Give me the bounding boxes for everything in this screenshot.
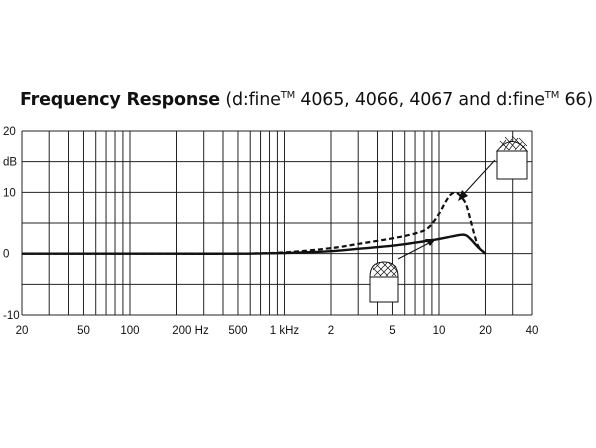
omni-capsule-icon xyxy=(369,239,436,303)
chart-title: Frequency Response (d:fineTM 4065, 4066,… xyxy=(20,90,593,110)
x-tick-label: 200 Hz xyxy=(172,325,209,337)
x-tick-label: 2 xyxy=(328,325,334,337)
grid xyxy=(21,130,533,316)
title-trademark-1: TM xyxy=(280,90,296,102)
y-tick-label: dB xyxy=(3,157,17,169)
x-tick-label: 5 xyxy=(389,325,395,337)
solid-response-curve xyxy=(22,233,487,255)
y-tick-label: 20 xyxy=(3,126,16,138)
title-part-1: (d:fine xyxy=(225,90,281,110)
x-tick-label: 20 xyxy=(16,325,29,337)
x-tick-label: 50 xyxy=(77,325,90,337)
x-tick-label: 20 xyxy=(479,325,492,337)
y-tick-label: -10 xyxy=(3,310,20,322)
x-tick-label: 40 xyxy=(526,325,539,337)
x-tick-label: 500 xyxy=(228,325,247,337)
curves xyxy=(22,191,487,255)
title-bold: Frequency Response xyxy=(20,90,220,110)
title-part-2: 4065, 4066, 4067 and d:fine xyxy=(295,90,545,110)
title-trademark-2: TM xyxy=(544,90,560,102)
dashed-response-curve xyxy=(22,191,487,255)
x-tick-label: 10 xyxy=(433,325,446,337)
x-tick-label: 1 kHz xyxy=(270,325,300,337)
y-tick-label: 0 xyxy=(3,249,9,261)
y-tick-label: 10 xyxy=(3,187,16,199)
title-part-3: 66) xyxy=(559,90,594,110)
cardioid-capsule-icon xyxy=(458,135,529,201)
x-tick-label: 100 xyxy=(120,325,139,337)
